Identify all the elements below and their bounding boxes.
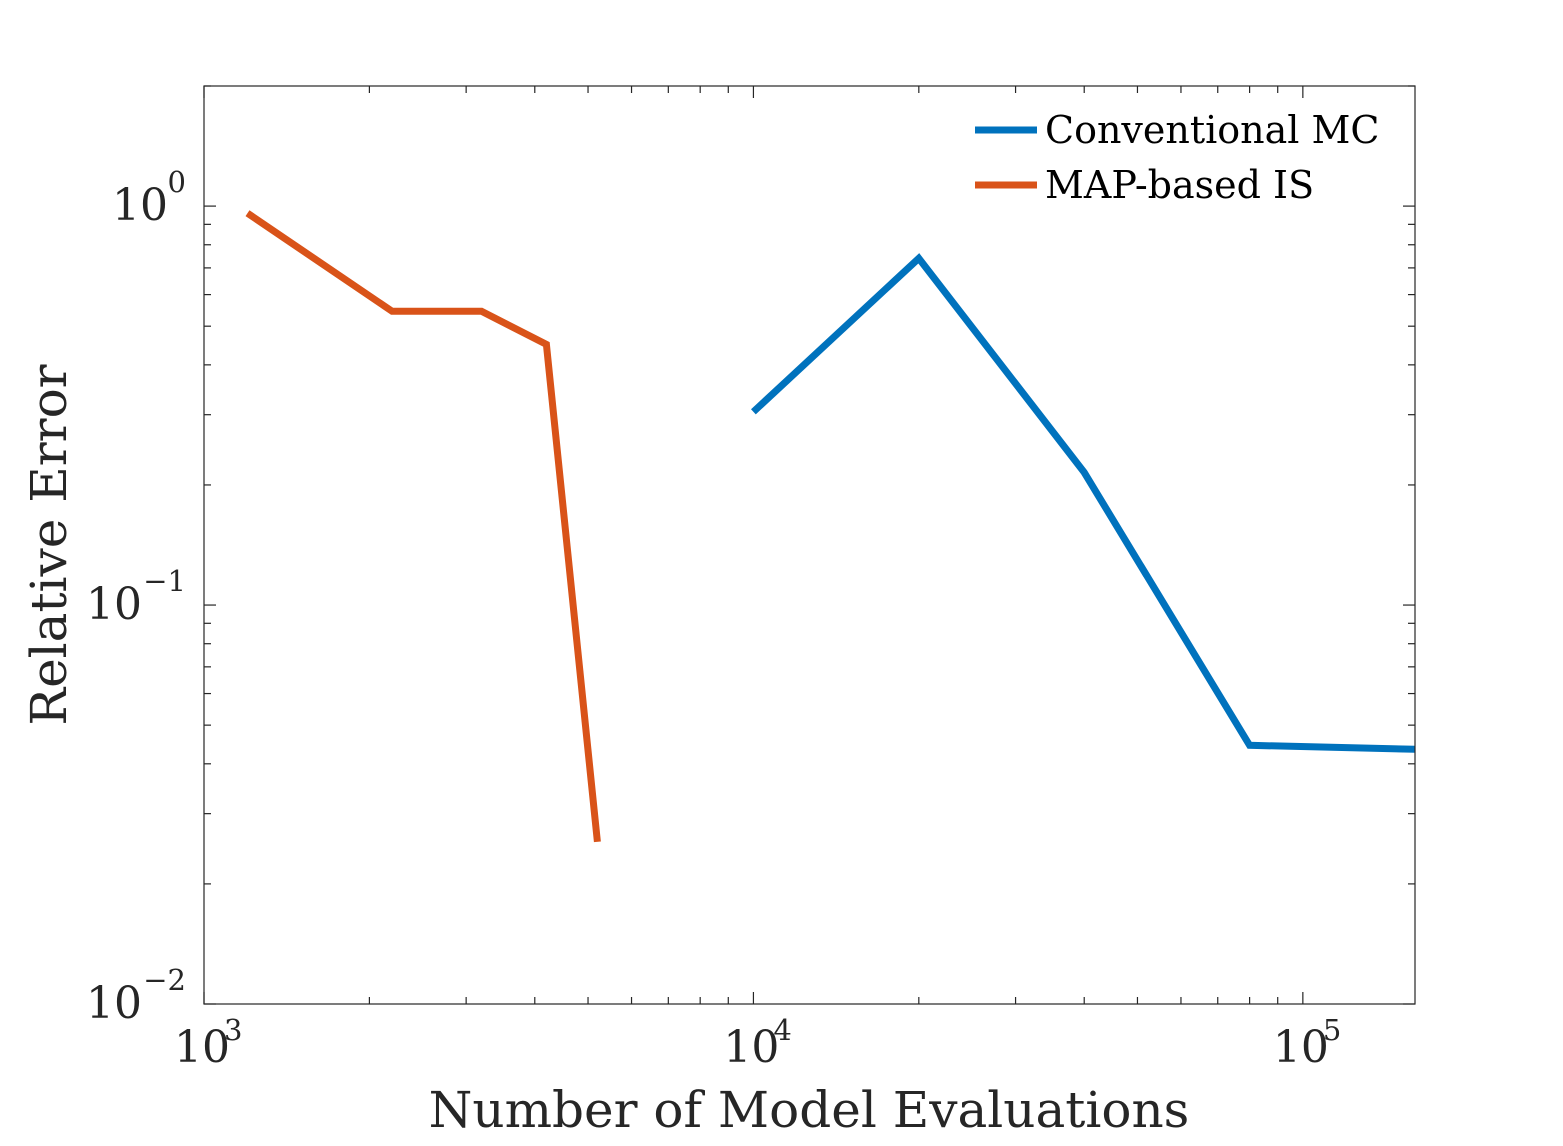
y-tick-exponent: −1 <box>143 564 186 598</box>
x-axis-title: Number of Model Evaluations <box>429 1081 1190 1139</box>
legend: Conventional MC MAP-based IS <box>975 108 1380 207</box>
minor-ticks <box>204 85 1415 1004</box>
legend-label: MAP-based IS <box>1045 163 1314 207</box>
x-tick-exponent: 5 <box>1323 1013 1341 1047</box>
plot-frame <box>203 85 1416 1005</box>
x-tick-exponent: 3 <box>224 1013 242 1047</box>
legend-label: Conventional MC <box>1045 108 1380 152</box>
y-tick-label: 10 <box>86 978 142 1029</box>
series-layer <box>245 210 1416 843</box>
x-tick-label: 10 <box>174 1022 230 1073</box>
x-tick-label: 10 <box>1273 1022 1329 1073</box>
plot-background <box>204 86 1415 1004</box>
y-tick-label: 10 <box>112 180 168 231</box>
y-axis-title: Relative Error <box>20 364 78 725</box>
y-tick-labels: 010−110−210 <box>86 165 186 1029</box>
y-tick-label: 10 <box>86 579 142 630</box>
x-tick-labels: 103 104 105 <box>174 1013 1341 1073</box>
y-tick-exponent: 0 <box>168 165 186 199</box>
x-tick-exponent: 4 <box>773 1013 791 1047</box>
y-tick-exponent: −2 <box>143 963 186 997</box>
x-tick-label: 10 <box>723 1022 779 1073</box>
